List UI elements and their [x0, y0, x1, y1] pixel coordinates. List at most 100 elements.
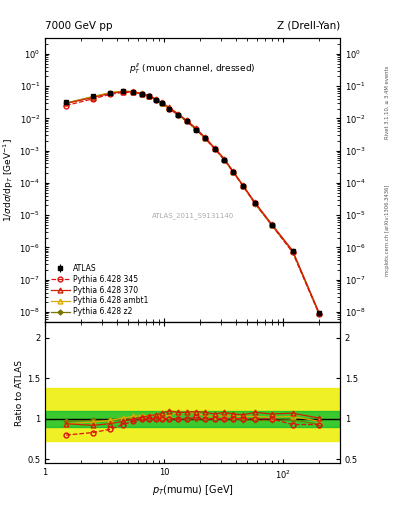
Pythia 6.428 370 — [212, 145, 217, 151]
Pythia 6.428 345 — [108, 91, 112, 97]
Text: $p_T^{ll}$ (muon channel, dressed): $p_T^{ll}$ (muon channel, dressed) — [129, 61, 256, 76]
Pythia 6.428 ambt1 — [253, 200, 257, 206]
Pythia 6.428 z2 — [167, 105, 171, 112]
Pythia 6.428 z2 — [64, 100, 68, 106]
Pythia 6.428 345 — [175, 112, 180, 118]
Pythia 6.428 z2 — [253, 201, 257, 207]
Pythia 6.428 370 — [184, 117, 189, 123]
Pythia 6.428 370 — [90, 95, 95, 101]
X-axis label: $p_T$(mumu) [GeV]: $p_T$(mumu) [GeV] — [152, 483, 233, 497]
Pythia 6.428 345 — [90, 96, 95, 102]
Pythia 6.428 345 — [202, 135, 207, 141]
Pythia 6.428 z2 — [202, 135, 207, 141]
Legend: ATLAS, Pythia 6.428 345, Pythia 6.428 370, Pythia 6.428 ambt1, Pythia 6.428 z2: ATLAS, Pythia 6.428 345, Pythia 6.428 37… — [49, 262, 150, 318]
Bar — [45, 388, 340, 441]
Pythia 6.428 ambt1 — [121, 88, 125, 94]
Pythia 6.428 z2 — [212, 145, 217, 152]
Pythia 6.428 z2 — [194, 126, 198, 133]
Pythia 6.428 ambt1 — [317, 310, 321, 316]
Pythia 6.428 ambt1 — [269, 222, 274, 228]
Text: ATLAS_2011_S9131140: ATLAS_2011_S9131140 — [151, 212, 234, 219]
Pythia 6.428 z2 — [90, 94, 95, 100]
Pythia 6.428 345 — [317, 311, 321, 317]
Pythia 6.428 370 — [108, 91, 112, 97]
Pythia 6.428 z2 — [159, 100, 164, 106]
Pythia 6.428 345 — [167, 105, 171, 112]
Pythia 6.428 z2 — [175, 112, 180, 118]
Pythia 6.428 z2 — [317, 311, 321, 317]
Pythia 6.428 370 — [231, 168, 235, 175]
Pythia 6.428 345 — [241, 183, 245, 189]
Text: 7000 GeV pp: 7000 GeV pp — [45, 20, 113, 31]
Pythia 6.428 370 — [175, 111, 180, 117]
Pythia 6.428 ambt1 — [108, 90, 112, 96]
Pythia 6.428 ambt1 — [184, 117, 189, 123]
Pythia 6.428 z2 — [184, 118, 189, 124]
Pythia 6.428 345 — [194, 126, 198, 132]
Pythia 6.428 z2 — [241, 183, 245, 189]
Pythia 6.428 345 — [253, 200, 257, 206]
Pythia 6.428 z2 — [131, 89, 136, 95]
Pythia 6.428 370 — [121, 89, 125, 95]
Pythia 6.428 z2 — [147, 93, 152, 99]
Text: mcplots.cern.ch [arXiv:1306.3436]: mcplots.cern.ch [arXiv:1306.3436] — [385, 185, 390, 276]
Pythia 6.428 370 — [202, 134, 207, 140]
Pythia 6.428 345 — [121, 89, 125, 95]
Text: Rivet 3.1.10, ≥ 3.4M events: Rivet 3.1.10, ≥ 3.4M events — [385, 66, 390, 139]
Pythia 6.428 ambt1 — [140, 91, 144, 97]
Pythia 6.428 345 — [290, 249, 295, 255]
Pythia 6.428 z2 — [290, 249, 295, 255]
Pythia 6.428 370 — [241, 182, 245, 188]
Line: Pythia 6.428 ambt1: Pythia 6.428 ambt1 — [64, 89, 321, 315]
Pythia 6.428 ambt1 — [194, 125, 198, 132]
Pythia 6.428 370 — [147, 93, 152, 99]
Pythia 6.428 345 — [231, 169, 235, 175]
Pythia 6.428 345 — [147, 93, 152, 99]
Pythia 6.428 ambt1 — [153, 96, 158, 102]
Y-axis label: 1/$\sigma$d$\sigma$/dp$_T$ [GeV$^{-1}$]: 1/$\sigma$d$\sigma$/dp$_T$ [GeV$^{-1}$] — [2, 138, 17, 222]
Pythia 6.428 z2 — [140, 91, 144, 97]
Pythia 6.428 ambt1 — [131, 89, 136, 95]
Pythia 6.428 345 — [184, 118, 189, 124]
Text: Z (Drell-Yan): Z (Drell-Yan) — [277, 20, 340, 31]
Pythia 6.428 370 — [131, 89, 136, 95]
Pythia 6.428 ambt1 — [147, 93, 152, 99]
Pythia 6.428 345 — [140, 91, 144, 97]
Pythia 6.428 345 — [212, 145, 217, 152]
Pythia 6.428 345 — [64, 102, 68, 109]
Pythia 6.428 ambt1 — [175, 111, 180, 117]
Pythia 6.428 ambt1 — [290, 248, 295, 254]
Pythia 6.428 345 — [153, 97, 158, 103]
Pythia 6.428 ambt1 — [64, 100, 68, 106]
Pythia 6.428 z2 — [108, 90, 112, 96]
Line: Pythia 6.428 z2: Pythia 6.428 z2 — [64, 90, 321, 315]
Pythia 6.428 ambt1 — [167, 105, 171, 111]
Pythia 6.428 ambt1 — [212, 145, 217, 152]
Pythia 6.428 370 — [317, 309, 321, 315]
Y-axis label: Ratio to ATLAS: Ratio to ATLAS — [15, 359, 24, 425]
Pythia 6.428 370 — [253, 199, 257, 205]
Pythia 6.428 345 — [159, 100, 164, 106]
Pythia 6.428 370 — [194, 125, 198, 132]
Line: Pythia 6.428 370: Pythia 6.428 370 — [64, 89, 321, 315]
Pythia 6.428 370 — [290, 247, 295, 253]
Pythia 6.428 ambt1 — [231, 168, 235, 175]
Pythia 6.428 z2 — [269, 222, 274, 228]
Pythia 6.428 345 — [269, 222, 274, 228]
Pythia 6.428 345 — [222, 157, 227, 163]
Bar — [45, 411, 340, 427]
Pythia 6.428 z2 — [231, 169, 235, 175]
Pythia 6.428 370 — [153, 96, 158, 102]
Pythia 6.428 ambt1 — [241, 183, 245, 189]
Pythia 6.428 370 — [159, 99, 164, 105]
Pythia 6.428 345 — [131, 89, 136, 95]
Pythia 6.428 ambt1 — [159, 100, 164, 106]
Line: Pythia 6.428 345: Pythia 6.428 345 — [64, 90, 321, 316]
Pythia 6.428 z2 — [222, 157, 227, 163]
Pythia 6.428 370 — [269, 221, 274, 227]
Pythia 6.428 ambt1 — [90, 94, 95, 100]
Pythia 6.428 z2 — [153, 97, 158, 103]
Pythia 6.428 z2 — [121, 88, 125, 94]
Pythia 6.428 370 — [64, 100, 68, 106]
Pythia 6.428 ambt1 — [222, 156, 227, 162]
